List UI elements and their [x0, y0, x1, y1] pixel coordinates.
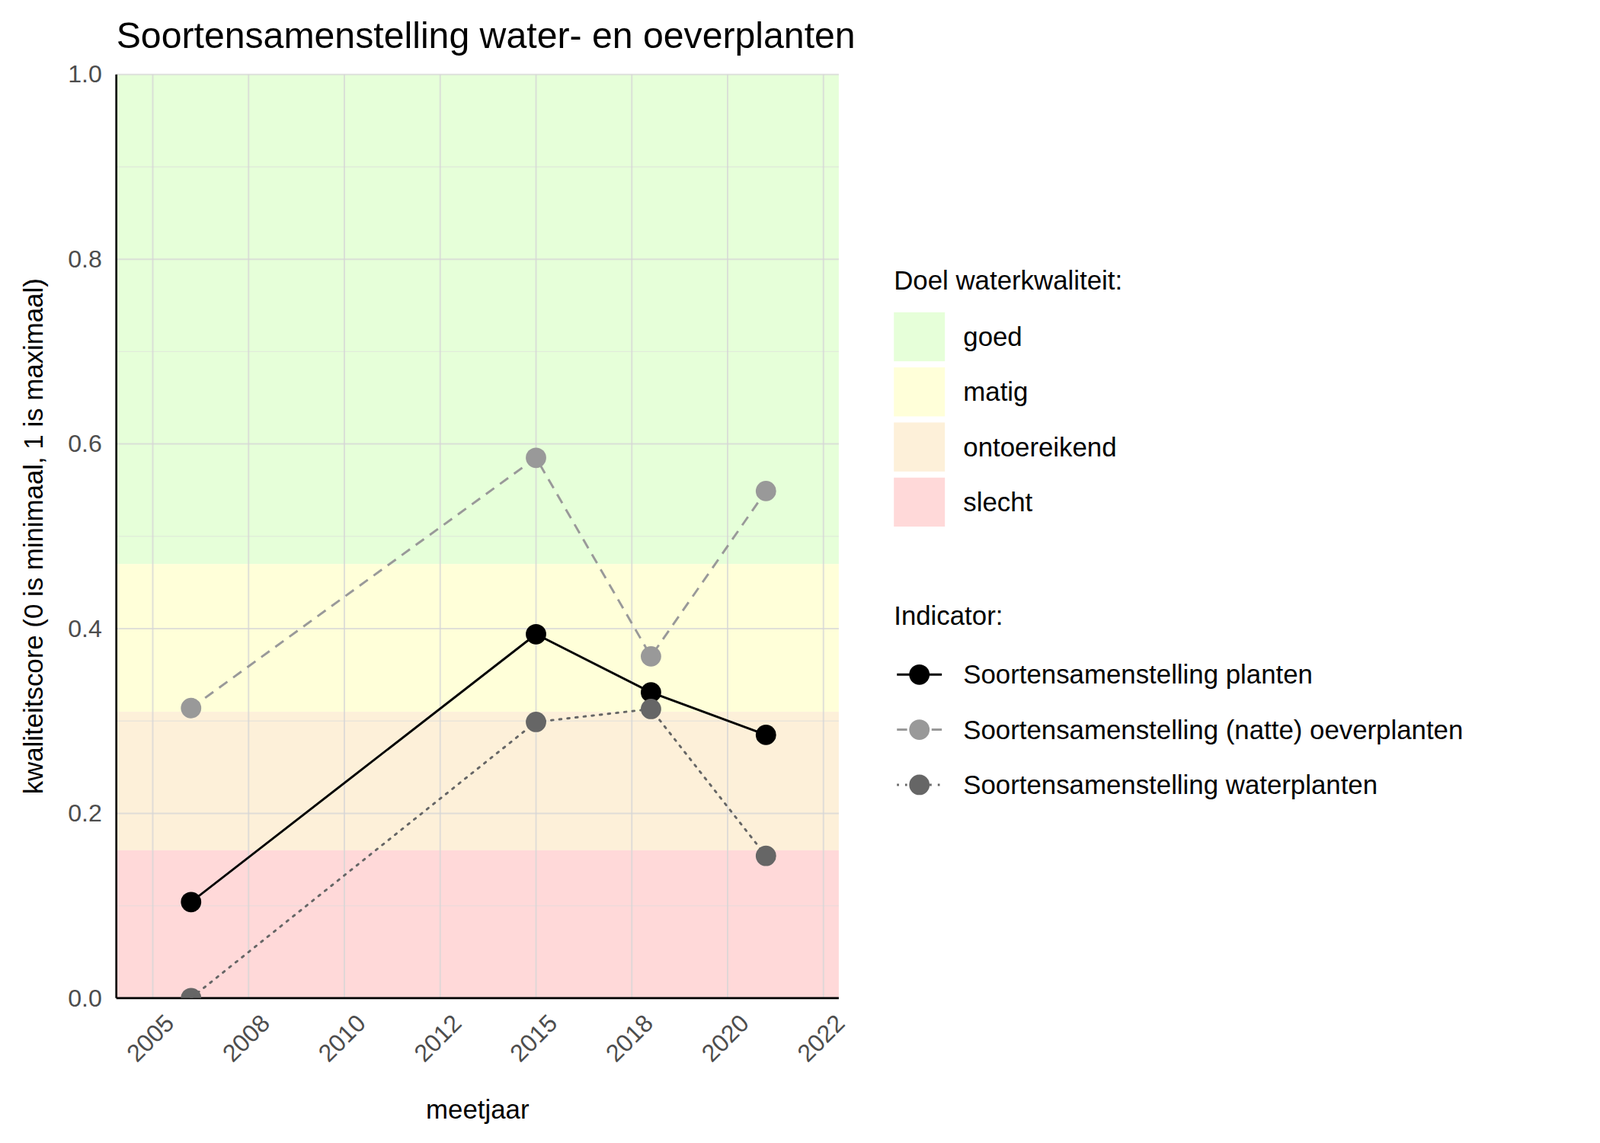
y-tick-label: 0.0 — [67, 984, 103, 1012]
band — [116, 850, 839, 999]
legend-swatch — [893, 422, 945, 471]
x-tick-label: 2012 — [408, 1008, 467, 1067]
grid-line — [116, 258, 839, 260]
grid-line — [116, 812, 839, 814]
legend-swatch — [893, 312, 945, 362]
band — [116, 563, 839, 712]
minor-grid-line — [116, 905, 839, 906]
legend-label: Soortensamenstelling waterplanten — [963, 769, 1378, 800]
grid-line — [630, 74, 633, 999]
y-label: kwaliteitscore (0 is minimaal, 1 is maxi… — [18, 278, 48, 794]
grid-line — [116, 73, 839, 76]
legend-title: Doel waterkwaliteit: — [893, 265, 1123, 295]
y-tick-label: 0.8 — [67, 245, 103, 273]
grid-line — [439, 74, 442, 999]
point — [755, 845, 777, 867]
title: Soortensamenstelling water- en oeverplan… — [116, 14, 856, 56]
legend-marker — [908, 664, 930, 685]
legend-swatch — [893, 367, 945, 416]
chart: 0.0 0.2 0.4 0.6 0.8 1.0 2005 2008 2010 2012 2015 20… — [0, 0, 1600, 1143]
point — [180, 987, 202, 998]
point — [640, 698, 662, 720]
grid-line — [822, 74, 825, 999]
grid-line — [116, 997, 839, 999]
x-tick-label: 2015 — [504, 1008, 563, 1067]
grid-line — [343, 74, 346, 999]
point — [525, 447, 547, 468]
point — [755, 724, 777, 746]
legend-marker — [908, 774, 930, 796]
grid-line — [116, 443, 839, 445]
grid — [116, 74, 839, 999]
grid-line — [151, 74, 154, 999]
series-line — [191, 457, 767, 708]
legend-label: ontoereikend — [963, 432, 1117, 462]
legend-label: slecht — [963, 486, 1033, 517]
legend: Doel waterkwaliteit: goed matig ontoereiken… — [893, 265, 1463, 800]
series-line — [191, 708, 767, 998]
point — [755, 480, 777, 502]
legend-swatch — [893, 477, 945, 527]
legend-label: matig — [963, 376, 1028, 407]
x-tick-label: 2008 — [217, 1008, 276, 1067]
band — [116, 711, 839, 851]
legend-label: goed — [963, 321, 1022, 352]
minor-grid-line — [116, 166, 839, 167]
x-label: meetjaar — [425, 1094, 530, 1124]
point — [180, 697, 202, 719]
minor-grid-line — [116, 535, 839, 537]
x-tick-label: 2005 — [121, 1008, 180, 1067]
x-tick-label: 2020 — [696, 1008, 755, 1067]
point — [525, 711, 547, 733]
grid-line — [534, 74, 537, 999]
point — [180, 891, 202, 912]
grid-line — [116, 627, 839, 630]
grid-line — [247, 74, 250, 999]
legend-label: Soortensamenstelling (natte) oeverplante… — [963, 714, 1463, 745]
data — [180, 447, 776, 998]
x-tick-label: 2010 — [313, 1008, 372, 1067]
y-tick-label: 0.6 — [67, 429, 103, 458]
minor-grid-line — [116, 351, 839, 352]
x-tick-label: 2018 — [600, 1008, 659, 1067]
y-axis — [115, 74, 118, 999]
legend-label: Soortensamenstelling planten — [963, 659, 1313, 689]
x-tick-label: 2022 — [792, 1008, 851, 1067]
y-tick-label: 0.4 — [67, 614, 103, 643]
y-tick-label: 1.0 — [67, 60, 103, 88]
point — [640, 646, 662, 667]
y-tick-label: 0.2 — [67, 799, 103, 827]
band — [116, 74, 839, 564]
grid-line — [726, 74, 729, 999]
legend-title: Indicator: — [893, 600, 1003, 631]
x-axis — [116, 996, 839, 999]
legend-marker — [908, 719, 930, 740]
bands — [116, 74, 839, 999]
point — [525, 624, 547, 645]
